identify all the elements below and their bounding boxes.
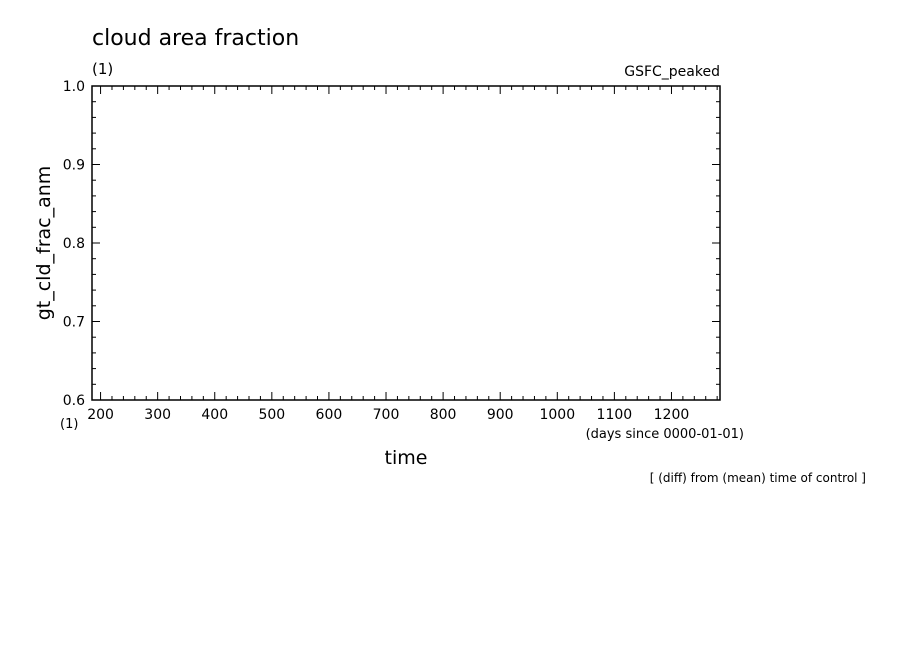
- x-tick-label: 300: [144, 407, 171, 423]
- x-tick-label: 1000: [539, 407, 575, 423]
- y-tick-label: 0.7: [63, 315, 85, 331]
- x-tick-label: 1100: [597, 407, 633, 423]
- experiment-label: GSFC_peaked: [624, 64, 720, 80]
- x-tick-label: 1200: [654, 407, 690, 423]
- y-axis-tick-labels: 0.6 0.7 0.8 0.9 1.0: [63, 79, 85, 409]
- title-unit: (1): [92, 60, 113, 78]
- y-axis-label: gt_cld_frac_anm: [33, 166, 55, 321]
- x-tick-label: 600: [316, 407, 343, 423]
- plot-frame: [91, 85, 721, 401]
- y-axis-unit: (1): [60, 417, 78, 432]
- y-tick-label: 0.9: [63, 158, 85, 174]
- x-tick-label: 800: [430, 407, 457, 423]
- x-tick-label: 200: [87, 407, 114, 423]
- x-axis-tick-labels: 200 300 400 500 600 700 800 900 1000 1100 1200: [87, 407, 689, 423]
- diff-note: [ (diff) from (mean) time of control ]: [650, 471, 866, 485]
- x-tick-label: 400: [201, 407, 228, 423]
- y-axis-ticks: [92, 85, 720, 401]
- y-tick-label: 0.8: [63, 236, 85, 252]
- y-tick-label: 1.0: [63, 79, 85, 95]
- x-axis-ticks: [100, 86, 718, 400]
- x-axis-unit: (days since 0000-01-01): [586, 427, 744, 442]
- chart-title: cloud area fraction: [92, 26, 299, 51]
- x-tick-label: 700: [373, 407, 400, 423]
- x-axis-label: time: [385, 447, 428, 469]
- x-tick-label: 900: [487, 407, 514, 423]
- x-tick-label: 500: [258, 407, 285, 423]
- y-tick-label: 0.6: [63, 393, 85, 409]
